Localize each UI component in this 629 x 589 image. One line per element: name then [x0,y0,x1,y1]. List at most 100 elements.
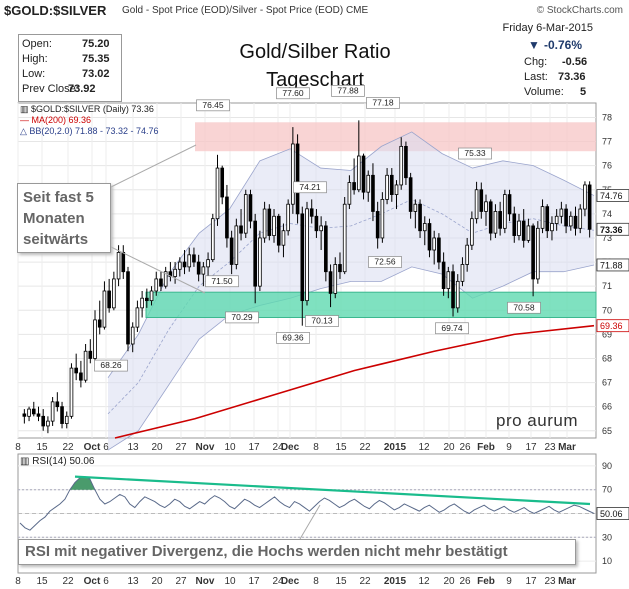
rsi-x-tick-label: Feb [477,576,495,587]
symbol-title: $GOLD:$SILVER [4,3,107,18]
candle-body [107,290,111,309]
price-tick-label: 71 [602,281,612,291]
candle-body [526,225,531,241]
price-label: 70.13 [311,316,333,326]
candle-body [130,326,135,345]
right-value-tag [596,319,629,333]
candle-body [488,201,493,234]
rsi-x-tick-label: 6 [103,576,109,587]
candle-body [116,252,121,280]
candle-body [88,350,93,359]
x-tick-label: Feb [477,442,495,453]
candle-body [432,237,437,251]
price-label-box [458,147,492,160]
x-tick-label: 12 [418,442,430,453]
candle-body [248,194,253,222]
right-value-tag [596,258,629,272]
last-value: 73.36 [558,71,586,83]
x-tick-label: Dec [281,442,300,453]
ohlc-values: Open: 75.20 High: 75.35 Low: 73.02 Prev … [22,38,118,100]
candle-body [121,252,126,273]
x-tick-label: Oct [84,442,101,453]
right-value-label: 69.36 [600,321,623,331]
bollinger-band-fill [108,131,594,451]
change-box: ▼ -0.76% Chg: -0.56 Last: 73.36 Volume: … [520,38,600,102]
price-tick-label: 66 [602,402,612,412]
candle-body [498,211,502,229]
rsi-line [19,476,595,531]
candle-body [366,174,371,193]
candle-body [220,167,225,198]
candle-body [578,208,583,229]
x-tick-label: 26 [459,442,471,453]
legend-bar-icon: ▥ [20,104,32,114]
price-tick-label: 69 [602,329,612,339]
rsi-tick-label: 90 [602,461,612,471]
price-label-box [94,359,128,372]
price-tick-label: 78 [602,112,612,122]
candle-body [173,268,177,277]
candle-body [182,261,187,268]
candle-body [93,319,97,359]
chg-label: Chg: [524,56,548,68]
rsi-x-tick-label: Mar [558,576,576,587]
candle-body [262,208,267,239]
ma200-line [114,324,595,439]
legend-ma-icon: — [20,115,32,125]
candle-body [41,415,46,427]
x-tick-label: 2015 [384,442,407,453]
side-note-box: Seit fast 5 Monaten seitwärts [17,183,111,253]
copyright: © StockCharts.com [536,5,623,16]
candle-body [559,208,564,217]
legend-rsi-text: RSI(14) 50.06 [32,456,95,467]
x-tick-label: 8 [15,442,21,453]
rsi-x-tick-label: 9 [506,576,512,587]
candle-body [427,223,432,251]
price-tick-label: 68 [602,353,612,363]
rsi-value-tag [596,507,629,520]
x-tick-label: 24 [272,442,284,453]
price-label: 72.56 [374,256,396,266]
candle-body [234,225,239,265]
candle-body [225,196,229,239]
bb-upper-line [107,131,595,378]
candle-body [36,413,41,417]
candle-body [163,271,168,287]
candle-body [69,367,74,417]
price-tick-label: 77 [602,137,612,147]
x-tick-label: Nov [196,442,215,453]
candle-body [177,261,182,270]
candle-body [517,220,521,236]
rsi-x-tick-label: 10 [224,576,236,587]
candle-body [338,264,342,273]
candle-body [46,420,50,427]
candle-body [352,182,356,191]
price-label: 77.88 [337,85,359,95]
legend-bb-text: BB(20,2.0) 71.88 - 73.32 - 74.76 [29,126,159,136]
legend-bb-icon: △ [20,126,30,136]
price-label-box [225,311,259,324]
rsi-callout-line [299,504,321,540]
symbol-description: Gold - Spot Price (EOD)/Silver - Spot Pr… [122,5,369,16]
price-label-box [205,275,239,288]
down-arrow-icon: ▼ [528,38,540,52]
x-tick-label: 20 [443,442,455,453]
price-label-box [293,181,327,194]
candle-body [60,406,64,424]
legend-ma: — MA(200) 69.36 [20,115,91,125]
candle-body [300,213,305,302]
price-label-box [276,87,310,100]
candle-body [258,237,262,287]
candle-body [380,199,385,239]
x-tick-label: 15 [36,442,48,453]
candle-body [361,155,366,193]
open-value: 75.20 [82,38,110,50]
candle-body [394,184,399,195]
rsi-overbought-fill [20,476,594,490]
candle-body [126,271,130,345]
price-label: 68.26 [100,360,122,370]
price-label-box [331,85,365,97]
candle-body [210,218,215,261]
right-value-tag [596,189,629,202]
candle-body [418,203,422,232]
